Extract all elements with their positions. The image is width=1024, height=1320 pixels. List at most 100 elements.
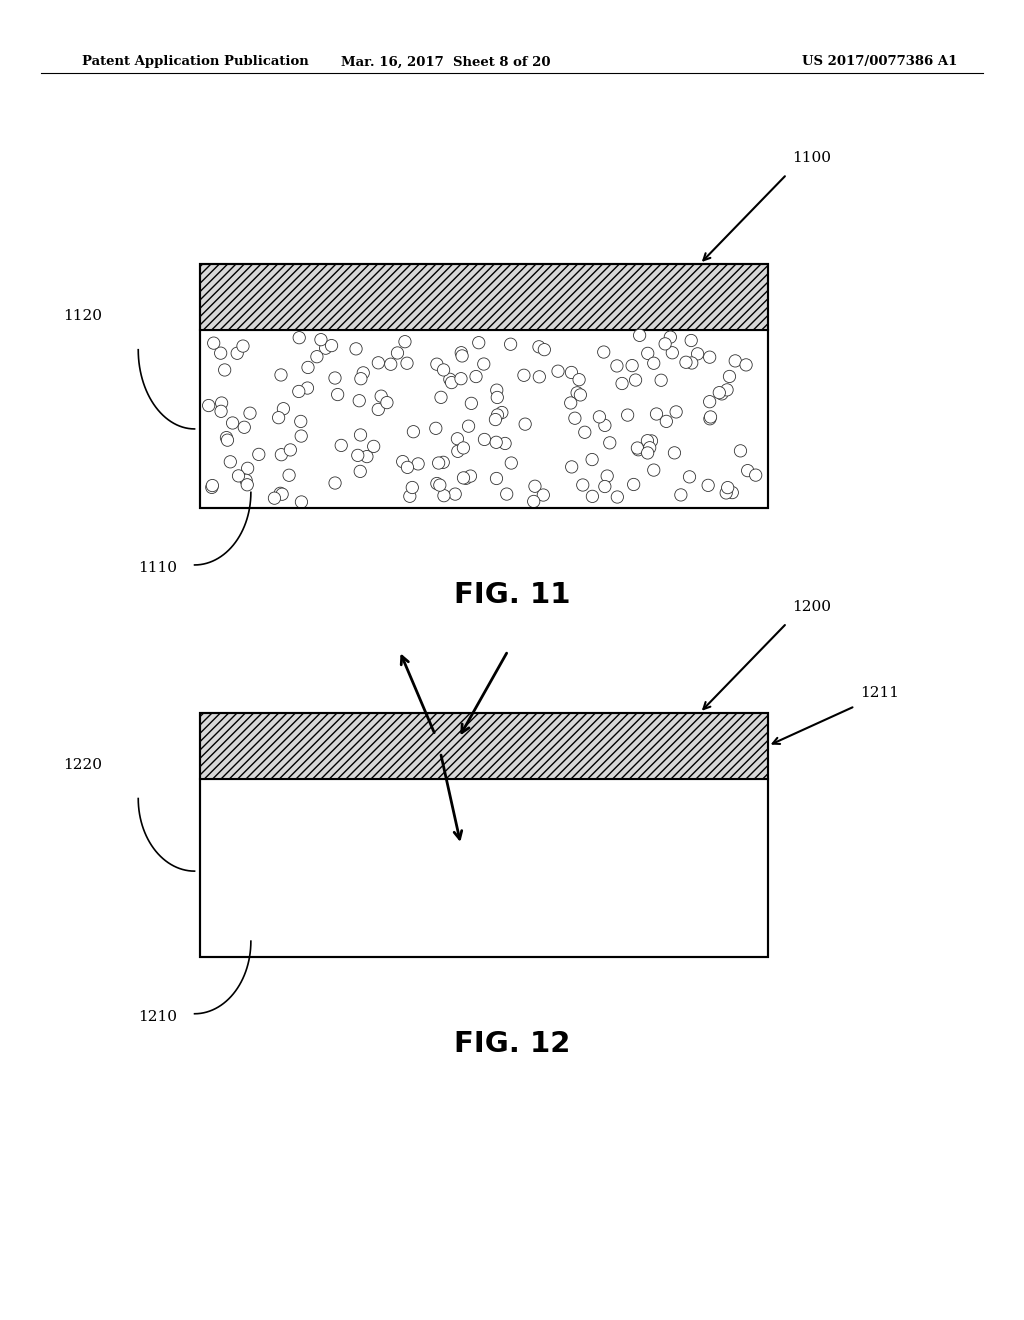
- Ellipse shape: [490, 384, 503, 396]
- Ellipse shape: [586, 453, 598, 466]
- Ellipse shape: [683, 471, 695, 483]
- Ellipse shape: [329, 372, 341, 384]
- Ellipse shape: [650, 408, 663, 420]
- Ellipse shape: [274, 487, 287, 499]
- Ellipse shape: [505, 338, 517, 350]
- Ellipse shape: [628, 478, 640, 491]
- Ellipse shape: [647, 463, 659, 477]
- Ellipse shape: [705, 411, 717, 424]
- Ellipse shape: [675, 488, 687, 502]
- Ellipse shape: [460, 473, 472, 484]
- Ellipse shape: [465, 397, 477, 409]
- Ellipse shape: [492, 409, 504, 421]
- Ellipse shape: [598, 346, 610, 358]
- Ellipse shape: [667, 347, 679, 359]
- Ellipse shape: [224, 455, 237, 469]
- Ellipse shape: [368, 441, 380, 453]
- Ellipse shape: [647, 358, 659, 370]
- Ellipse shape: [528, 480, 541, 492]
- Ellipse shape: [283, 469, 295, 482]
- Ellipse shape: [750, 469, 762, 482]
- Ellipse shape: [437, 457, 450, 469]
- Ellipse shape: [615, 378, 628, 389]
- Ellipse shape: [564, 397, 577, 409]
- Ellipse shape: [396, 455, 409, 467]
- Ellipse shape: [253, 449, 265, 461]
- Ellipse shape: [641, 446, 653, 459]
- Ellipse shape: [478, 433, 490, 446]
- Ellipse shape: [372, 356, 384, 370]
- Ellipse shape: [622, 409, 634, 421]
- Ellipse shape: [734, 445, 746, 457]
- Ellipse shape: [655, 374, 668, 387]
- Ellipse shape: [601, 470, 613, 482]
- Ellipse shape: [665, 331, 677, 343]
- Ellipse shape: [375, 389, 387, 403]
- Ellipse shape: [565, 367, 578, 379]
- Text: 1211: 1211: [860, 685, 899, 700]
- Ellipse shape: [220, 432, 232, 444]
- Ellipse shape: [239, 421, 251, 433]
- Ellipse shape: [434, 479, 446, 491]
- Ellipse shape: [685, 334, 697, 347]
- Ellipse shape: [630, 374, 642, 387]
- Bar: [200, 264, 768, 508]
- Ellipse shape: [381, 396, 393, 409]
- Ellipse shape: [456, 350, 468, 362]
- Ellipse shape: [206, 479, 218, 491]
- Ellipse shape: [218, 364, 230, 376]
- Ellipse shape: [501, 488, 513, 500]
- Ellipse shape: [720, 487, 732, 499]
- Ellipse shape: [538, 488, 550, 502]
- Ellipse shape: [458, 471, 470, 484]
- Ellipse shape: [335, 440, 347, 451]
- Ellipse shape: [430, 422, 442, 434]
- Ellipse shape: [703, 351, 716, 363]
- Bar: [200, 264, 768, 330]
- Ellipse shape: [431, 478, 443, 490]
- Text: 1110: 1110: [138, 561, 177, 576]
- Ellipse shape: [293, 385, 305, 397]
- Ellipse shape: [741, 465, 754, 477]
- Ellipse shape: [431, 358, 443, 371]
- Ellipse shape: [244, 407, 256, 420]
- Ellipse shape: [534, 371, 546, 383]
- Ellipse shape: [680, 356, 692, 368]
- Ellipse shape: [208, 337, 220, 350]
- Ellipse shape: [401, 461, 414, 474]
- Ellipse shape: [634, 329, 646, 342]
- Ellipse shape: [669, 446, 681, 459]
- Ellipse shape: [716, 388, 728, 400]
- Ellipse shape: [268, 492, 281, 504]
- Ellipse shape: [285, 444, 297, 457]
- Ellipse shape: [450, 488, 462, 500]
- Text: FIG. 12: FIG. 12: [454, 1030, 570, 1057]
- Ellipse shape: [490, 436, 503, 449]
- Ellipse shape: [473, 337, 485, 348]
- Ellipse shape: [599, 420, 611, 432]
- Ellipse shape: [432, 457, 444, 469]
- Ellipse shape: [571, 387, 584, 399]
- Ellipse shape: [464, 470, 476, 482]
- Ellipse shape: [703, 413, 716, 425]
- Ellipse shape: [353, 395, 366, 407]
- Ellipse shape: [631, 442, 643, 454]
- Ellipse shape: [302, 362, 314, 374]
- Ellipse shape: [400, 358, 413, 370]
- Ellipse shape: [274, 368, 287, 381]
- Text: US 2017/0077386 A1: US 2017/0077386 A1: [802, 55, 957, 69]
- Ellipse shape: [565, 461, 578, 473]
- Ellipse shape: [527, 495, 540, 508]
- Text: 1220: 1220: [63, 758, 102, 772]
- Text: Patent Application Publication: Patent Application Publication: [82, 55, 308, 69]
- Ellipse shape: [477, 358, 489, 370]
- Ellipse shape: [329, 477, 341, 490]
- Ellipse shape: [645, 434, 657, 447]
- Ellipse shape: [221, 434, 233, 446]
- Ellipse shape: [721, 384, 733, 396]
- Ellipse shape: [670, 405, 682, 418]
- Ellipse shape: [723, 371, 735, 383]
- Bar: [200, 713, 768, 779]
- Ellipse shape: [610, 360, 623, 372]
- Ellipse shape: [703, 396, 716, 408]
